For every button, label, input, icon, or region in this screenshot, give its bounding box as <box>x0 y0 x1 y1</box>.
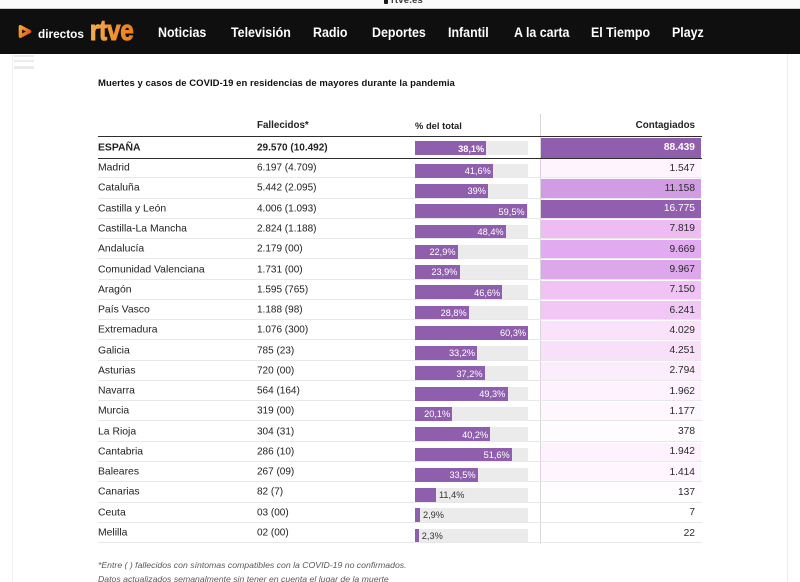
svg-text:rtve: rtve <box>89 14 133 46</box>
